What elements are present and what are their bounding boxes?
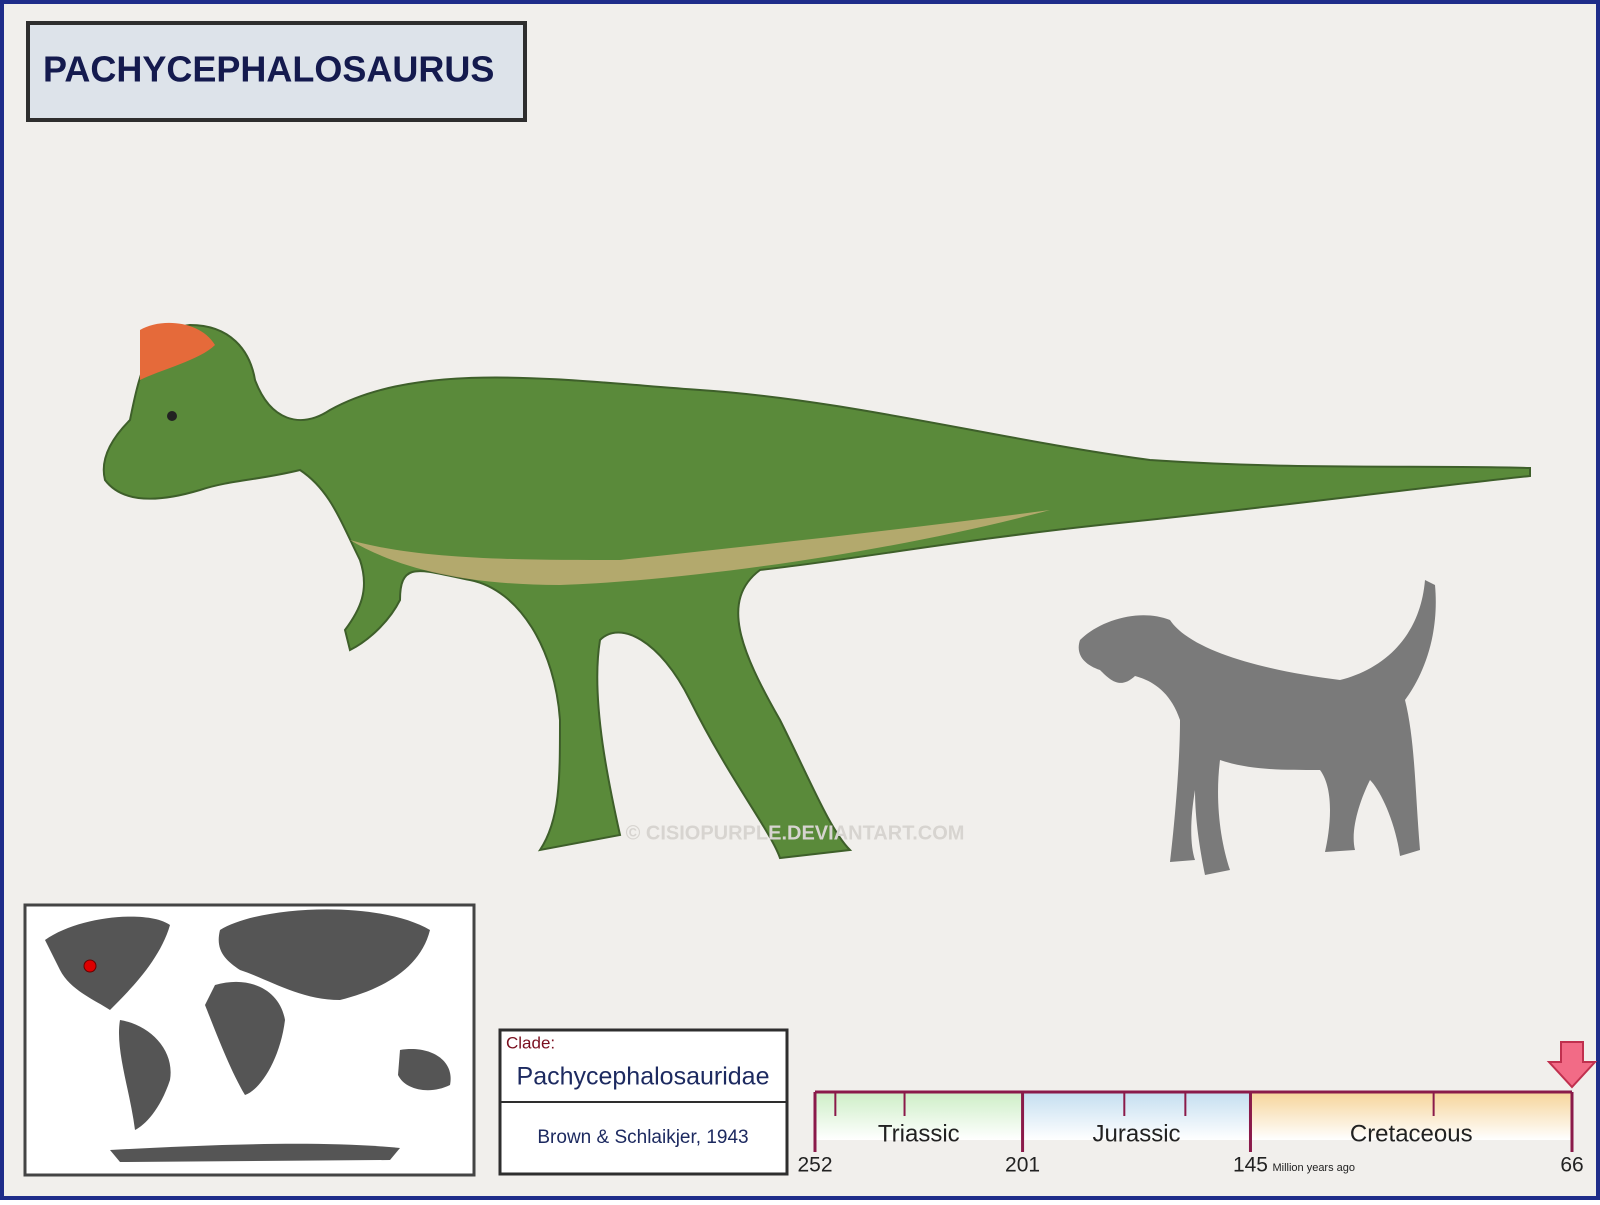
period-name: Cretaceous <box>1350 1120 1473 1147</box>
tick-label: 145 <box>1233 1154 1268 1177</box>
clade-name: Pachycephalosauridae <box>517 1063 770 1091</box>
title: PACHYCEPHALOSAURUS <box>43 49 494 90</box>
clade-label: Clade: <box>506 1033 555 1052</box>
period-band <box>1022 1092 1251 1140</box>
world-map <box>23 903 476 1177</box>
tick-label: 201 <box>1005 1154 1040 1177</box>
title-box <box>26 21 527 122</box>
dog-silhouette <box>1078 580 1436 875</box>
period-band <box>815 1092 1023 1140</box>
period-name: Triassic <box>878 1120 960 1147</box>
clade-author: Brown & Schlaikjer, 1943 <box>537 1127 748 1148</box>
tick-label: 252 <box>797 1154 832 1177</box>
tick-label: 66 <box>1560 1154 1583 1177</box>
timeline: Triassic Jurassic Cretaceous 252 201 145 66 Mil… <box>797 1041 1598 1177</box>
watermark: © CISIOPURPLE.DEVIANTART.COM <box>626 822 965 844</box>
period-name: Jurassic <box>1093 1120 1181 1147</box>
unit-label: Million years ago <box>1272 1162 1355 1174</box>
period-band <box>1250 1092 1572 1140</box>
time-marker <box>1546 1041 1598 1089</box>
dinosaur-illustration <box>102 322 1531 860</box>
clade-box: Clade: Pachycephalosauridae Brown & Schl… <box>498 1028 789 1176</box>
